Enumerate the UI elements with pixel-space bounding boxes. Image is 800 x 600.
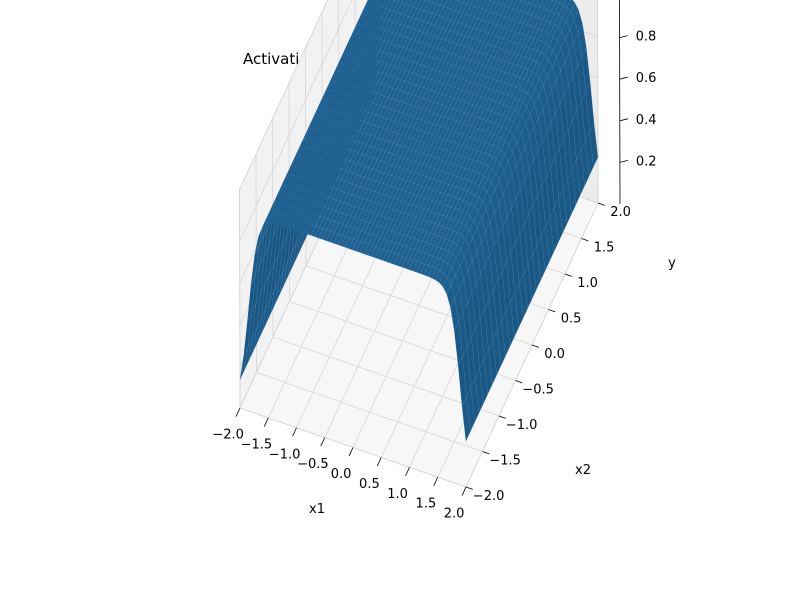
x1-tick-label: 0.5 [359,477,380,492]
z-tick-3 [619,35,628,38]
z-tick-0 [619,160,628,163]
x2-tick-3 [515,380,523,384]
x2-tick-label: −1.5 [489,453,521,468]
z-tick-2 [619,76,628,80]
z-tick-label: 0.6 [636,71,657,86]
surface-mesh [239,0,599,442]
x2-tick-0 [465,486,473,490]
x1-tick-2 [292,427,297,437]
x1-tick-label: −1.5 [241,437,273,452]
y-axis-label: x2 [575,463,591,478]
x1-tick-5 [376,457,382,467]
z-tick-label: 0.4 [636,113,657,128]
x2-tick-8 [597,202,605,206]
x2-tick-1 [482,451,490,455]
tick-labels: −2.0−1.5−1.0−0.50.00.51.01.52.0−2.0−1.5−… [212,30,656,522]
x1-tick-8 [461,486,467,496]
x1-tick-label: 2.0 [444,507,465,522]
x1-tick-3 [320,437,326,447]
x1-tick-1 [263,417,269,427]
x1-tick-label: −0.5 [297,457,329,472]
tick-marks [235,0,628,496]
x1-tick-label: 1.5 [416,497,437,512]
z-tick-label: 0.8 [636,30,657,45]
x1-tick-0 [235,407,241,417]
x2-tick-7 [581,238,589,242]
x2-tick-6 [564,273,572,277]
x1-tick-4 [348,447,354,457]
x1-tick-label: −2.0 [212,428,244,443]
x2-tick-label: −2.0 [473,489,505,504]
x2-tick-label: 1.5 [594,240,615,255]
x2-tick-label: 0.0 [544,347,565,362]
x1-tick-label: 1.0 [387,487,408,502]
x1-tick-7 [433,476,439,486]
z-axis-label: y [668,256,676,271]
x2-tick-label: −1.0 [506,418,538,433]
x1-tick-label: 0.0 [331,467,352,482]
surface-patch [461,396,471,442]
x2-tick-label: 2.0 [610,205,631,220]
x-axis-label: x1 [309,502,325,517]
x2-tick-4 [531,344,539,348]
x1-tick-label: −1.0 [269,447,301,462]
x2-tick-5 [548,309,556,313]
gridline-x2-3 [288,83,516,381]
x2-tick-label: −0.5 [522,382,554,397]
z-axis-line [619,0,621,205]
x2-tick-2 [498,415,506,419]
gridline-x2-2 [272,118,500,417]
x2-tick-label: 0.5 [561,311,582,326]
z-tick-label: 0.2 [636,154,657,169]
x1-tick-6 [405,467,410,476]
gridline-x2-1 [255,154,483,452]
x2-tick-label: 1.0 [577,276,598,291]
z-tick-1 [619,118,628,122]
